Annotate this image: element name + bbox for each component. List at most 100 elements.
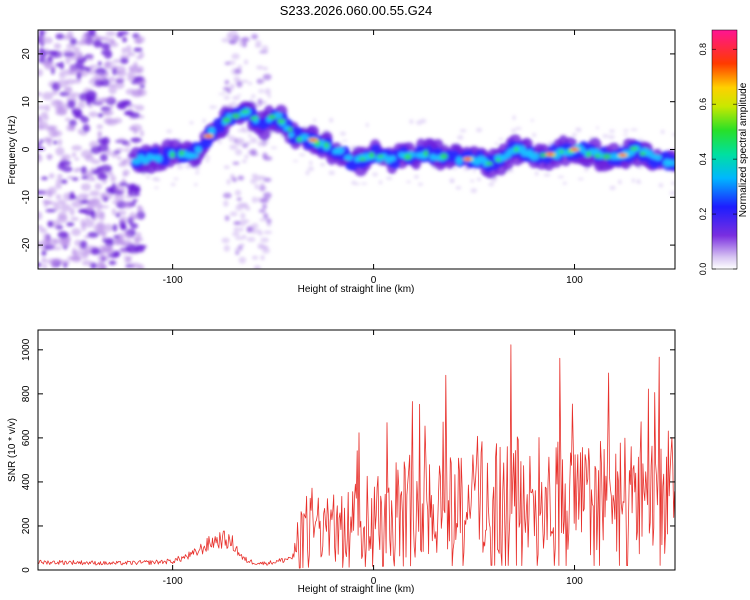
noise-patch [96,124,104,130]
noise-patch [82,124,91,133]
speckle [530,119,534,122]
noise-patch [122,173,128,177]
noise-patch [135,244,145,253]
ridge-blob [216,122,226,133]
spectrogram-xtick-label: 0 [371,275,377,286]
noise-patch [125,232,131,238]
speckle [617,179,622,185]
ridge-blob [169,151,176,158]
noise-patch [90,247,101,256]
ridge-blob [268,114,276,120]
noise-patch [120,57,129,65]
noise-patch [38,225,43,229]
noise-column-patch [223,200,229,207]
ridge-blob [231,113,241,119]
noise-patch [94,183,103,190]
noise-patch [53,43,62,50]
noise-patch [71,228,82,237]
speckle [152,176,159,181]
ridge-blob [194,146,202,154]
speckle [354,182,360,186]
noise-patch [123,148,130,152]
noise-patch [70,216,79,222]
colorbar-tick-label: 0.6 [698,98,708,111]
noise-column-patch [260,79,266,84]
speckle [510,128,517,133]
speckle [328,170,336,176]
speckle [409,119,414,125]
noise-patch [75,255,81,261]
noise-column-patch [228,87,234,91]
speckle [195,170,200,175]
noise-column-patch [263,230,273,235]
spectrogram-ytick-label: 10 [21,96,32,108]
snr-xtick-label: 100 [566,576,583,587]
noise-patch [62,166,73,173]
speckle [247,133,252,138]
noise-patch [90,210,96,219]
speckle [173,177,179,181]
noise-patch [97,254,107,262]
speckle [534,171,539,176]
noise-patch [135,231,142,239]
noise-column-patch [224,61,231,65]
noise-patch [107,170,114,177]
noise-column-patch [232,96,240,100]
noise-patch [38,68,44,77]
noise-patch [95,67,107,75]
noise-patch [81,175,89,180]
spectrogram-heatmap [38,30,675,269]
ridge-blob [335,147,345,155]
noise-patch [97,61,102,66]
speckle [417,182,424,187]
speckle [378,180,383,185]
noise-patch [111,151,119,158]
noise-patch [38,211,43,221]
noise-patch [45,138,54,142]
noise-patch [41,176,48,181]
noise-patch [129,70,137,75]
speckle [319,162,326,167]
noise-patch [93,39,103,48]
snr-ytick-label: 600 [21,429,32,446]
noise-patch [55,147,65,156]
noise-column-patch [253,265,261,269]
noise-column-patch [259,198,269,204]
noise-patch [113,185,126,193]
noise-column-patch [251,33,258,40]
ridge-blob [287,127,293,132]
noise-patch [105,31,116,37]
noise-patch [62,154,71,161]
speckle [298,153,306,157]
snr-xlabel: Height of straight line (km) [298,584,415,595]
speckle [562,181,567,185]
speckle [577,177,584,181]
noise-patch [43,37,53,44]
noise-patch [97,143,109,153]
noise-column-patch [251,196,258,204]
ridge-blob [178,150,185,156]
speckle [146,175,151,180]
ridge-hotspot-core [206,134,212,138]
noise-column-patch [234,189,242,196]
noise-patch [114,77,126,82]
noise-patch [130,137,142,143]
ridge-blob [495,158,502,162]
speckle [658,183,664,188]
speckle [470,188,478,194]
noise-patch [78,193,90,199]
figure-title: S233.2026.060.00.55.G24 [280,3,433,18]
colorbar-tick-label: 0.4 [698,153,708,166]
noise-patch [69,191,75,199]
noise-column-patch [232,161,240,165]
noise-patch [125,45,132,54]
speckle [205,159,210,163]
ridge-blob [415,145,426,154]
snr-xtick-label: 0 [371,576,377,587]
speckle [453,167,458,170]
noise-patch [112,200,121,205]
speckle [292,159,299,162]
noise-patch [88,111,98,118]
